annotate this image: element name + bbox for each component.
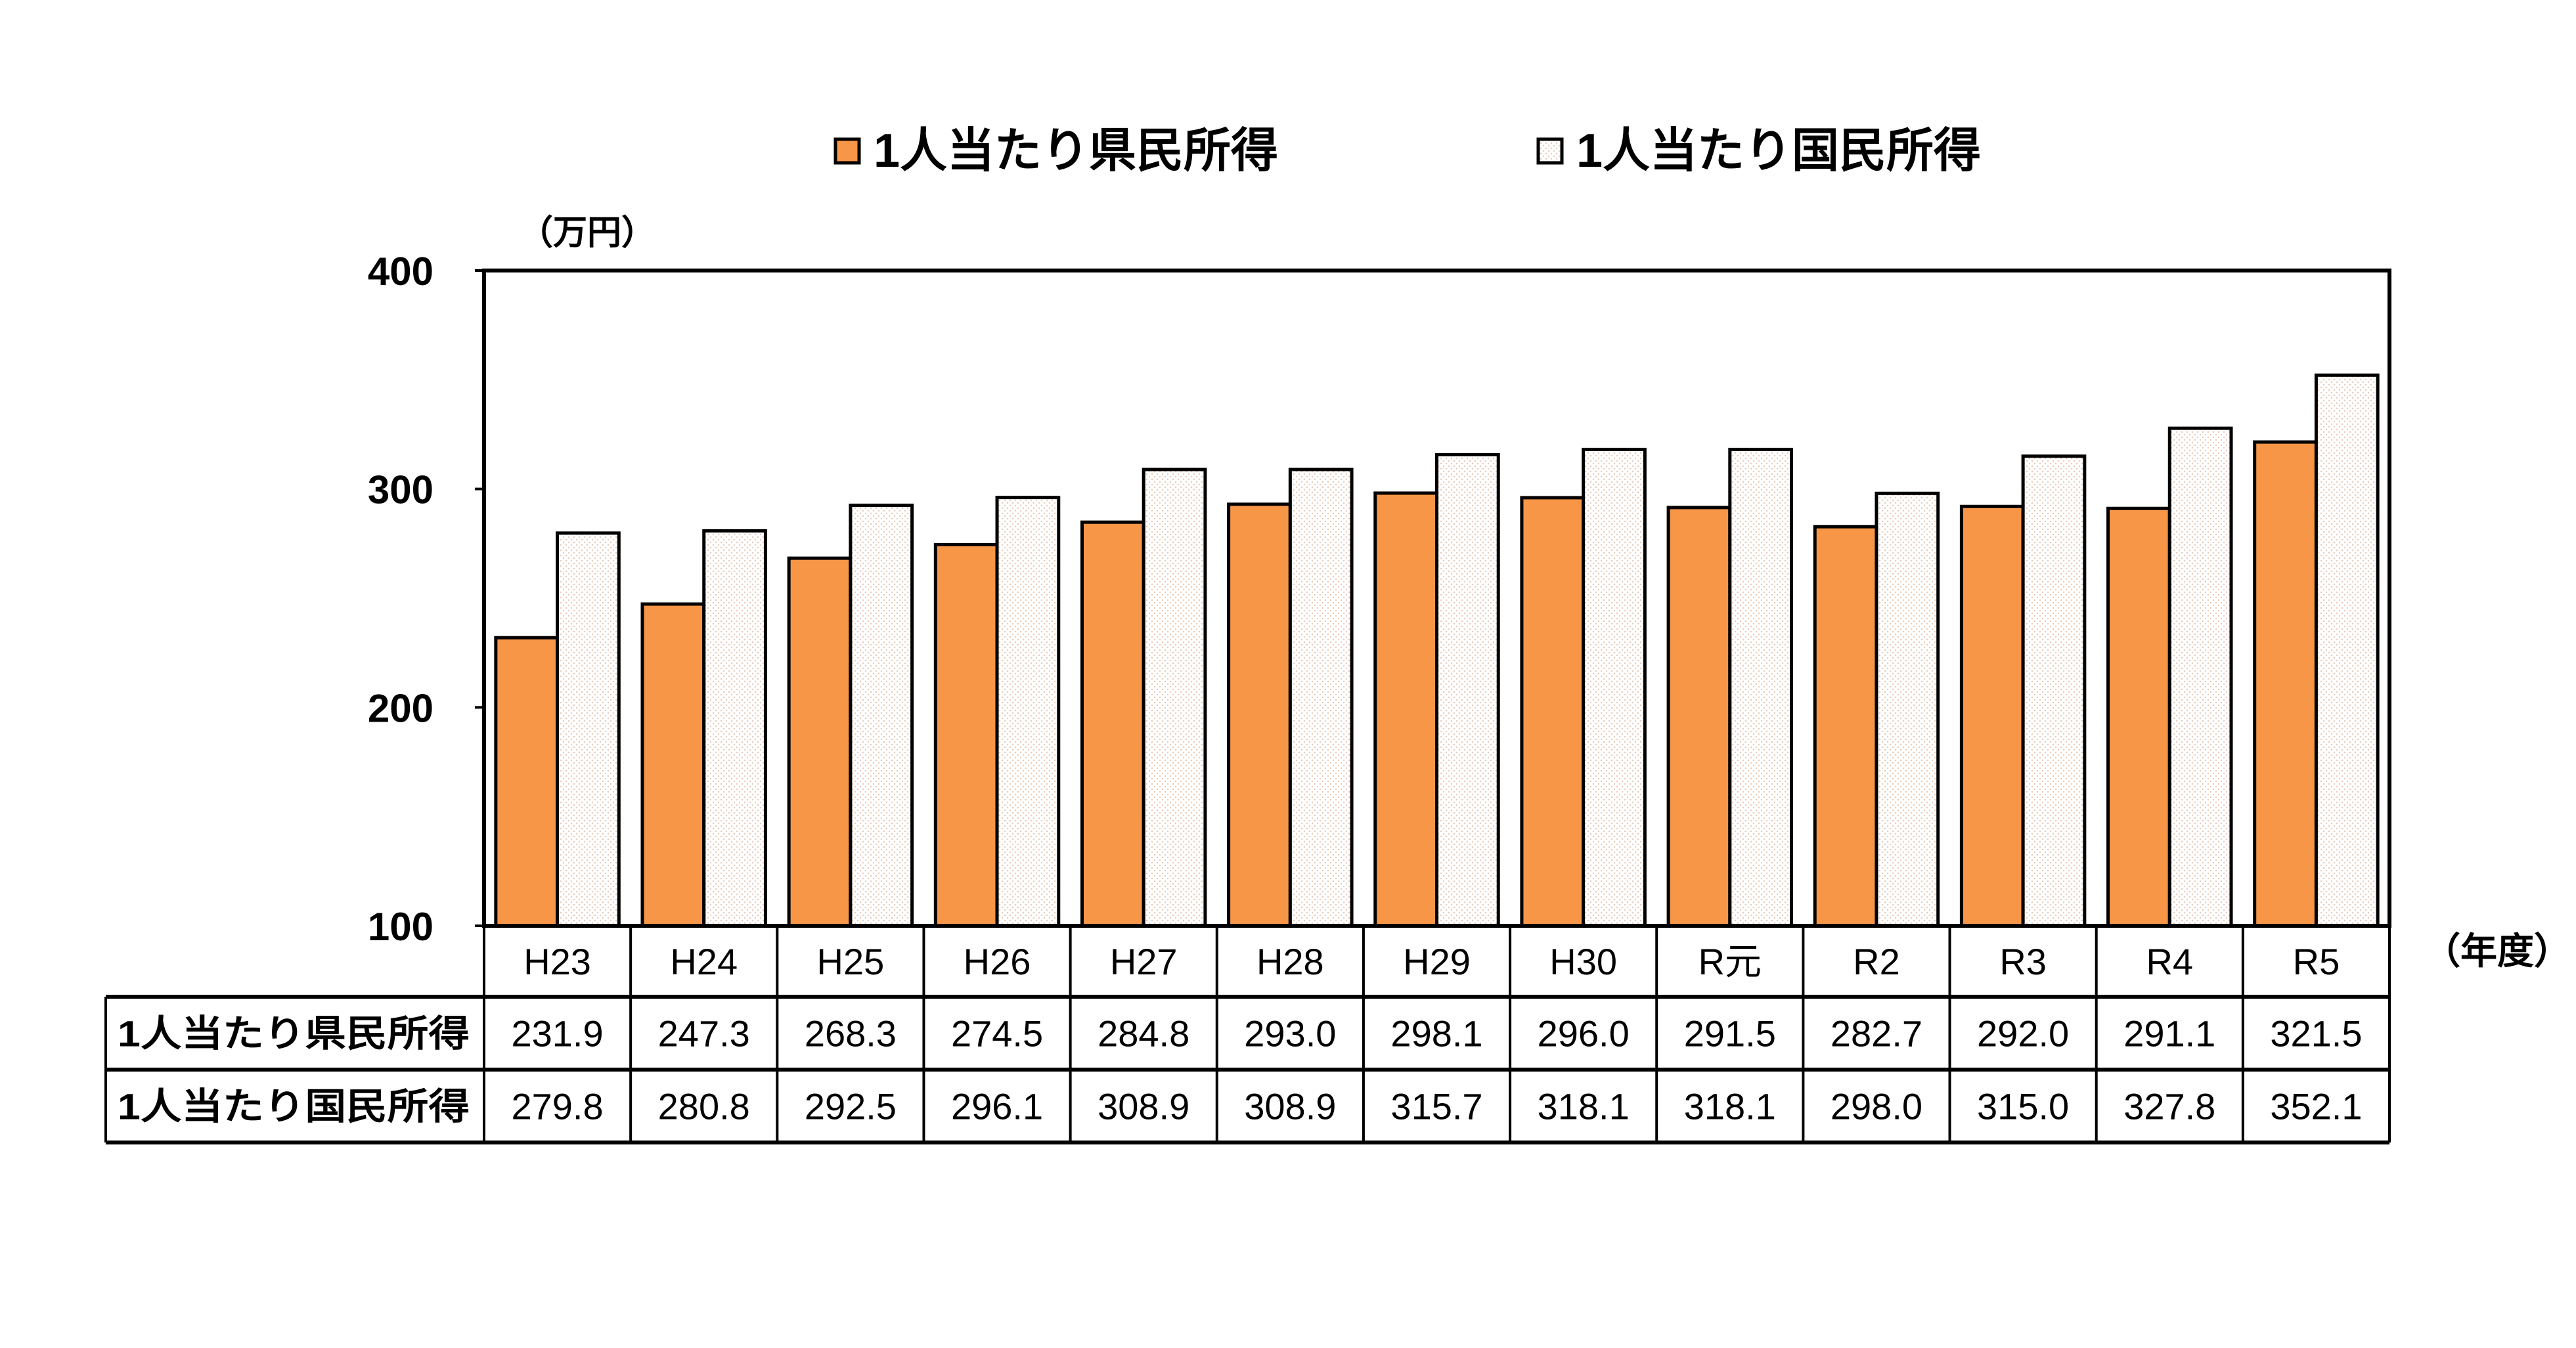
y-tick-label: 200 [368,686,433,730]
bar-national [1288,467,1354,928]
x-tick-label: H26 [964,941,1031,982]
legend: 1人当たり県民所得 1人当たり国民所得 [833,125,1981,177]
data-label: 298.1 [1390,1013,1482,1054]
bar-national [702,529,767,928]
x-tick-label: H25 [817,941,885,982]
data-label: 318.1 [1538,1086,1630,1127]
data-label: 296.1 [951,1086,1043,1127]
bar-national [556,531,621,928]
data-label: 291.5 [1684,1013,1776,1054]
bar-prefecture [1373,491,1439,928]
x-tick-label: R元 [1699,941,1762,982]
data-label: 321.5 [2270,1013,2362,1054]
x-tick-label: R3 [1999,941,2047,982]
bar-national [1728,447,1794,928]
x-tick-label: H28 [1256,941,1324,982]
data-label: 296.0 [1538,1013,1630,1054]
y-tick-label: 300 [368,468,433,512]
bar-national [1582,447,1647,928]
bar-national [2021,454,2087,928]
bar-prefecture [1666,506,1732,928]
x-tick-label: H27 [1110,941,1178,982]
x-tick-label: H30 [1549,941,1617,982]
data-label: 274.5 [951,1013,1043,1054]
data-label: 247.3 [658,1013,750,1054]
bar-prefecture [1080,520,1145,928]
bar-national [1875,491,1940,928]
bar-national [2314,373,2380,928]
data-label: 308.9 [1098,1086,1189,1127]
bar-prefecture [494,636,560,928]
data-label: 292.5 [805,1086,897,1127]
data-label: 282.7 [1831,1013,1922,1054]
data-label: 268.3 [805,1013,897,1054]
bar-national [1435,452,1500,928]
legend-label-national: 1人当たり国民所得 [1576,125,1981,177]
x-tick-label: R2 [1853,941,1900,982]
data-label: 327.8 [2123,1086,2215,1127]
bar-national [2167,426,2233,928]
data-label: 298.0 [1831,1086,1922,1127]
bar-prefecture [1520,496,1586,928]
bar-prefecture [787,556,853,928]
bar-national [849,504,914,928]
bar-prefecture [1959,504,2025,928]
data-label: 292.0 [1977,1013,2069,1054]
bar-national [1142,467,1207,928]
x-axis-unit: （年度） [2424,930,2571,972]
data-label: 315.0 [1977,1086,2069,1127]
legend-label-prefecture: 1人当たり県民所得 [874,125,1278,177]
bar-prefecture [2106,506,2171,928]
data-label: 231.9 [512,1013,604,1054]
bar-prefecture [1227,502,1292,928]
data-label: 352.1 [2270,1086,2362,1127]
x-tick-label: R4 [2146,941,2193,982]
data-label: 293.0 [1244,1013,1336,1054]
data-label: 318.1 [1684,1086,1776,1127]
data-label: 315.7 [1390,1086,1482,1127]
y-tick-label: 100 [368,905,433,949]
bar-prefecture [640,602,706,928]
data-label: 308.9 [1244,1086,1336,1127]
bar-national [995,496,1061,928]
data-label: 284.8 [1098,1013,1189,1054]
table-row-label: 1人当たり県民所得 [118,1013,470,1054]
legend-swatch-prefecture [833,137,861,165]
data-label: 279.8 [512,1086,604,1127]
x-tick-label: H24 [670,941,738,982]
y-tick-label: 400 [368,250,433,294]
x-tick-label: H29 [1403,941,1471,982]
x-tick-label: H23 [523,941,591,982]
legend-swatch-national [1536,137,1564,165]
data-label: 291.1 [2123,1013,2215,1054]
data-label: 280.8 [658,1086,750,1127]
y-axis-unit: （万円） [519,214,655,252]
bar-prefecture [933,542,999,928]
table-row-label: 1人当たり国民所得 [118,1086,470,1127]
bar-prefecture [1813,525,1878,928]
bar-prefecture [2253,440,2318,928]
x-tick-label: R5 [2293,941,2340,982]
